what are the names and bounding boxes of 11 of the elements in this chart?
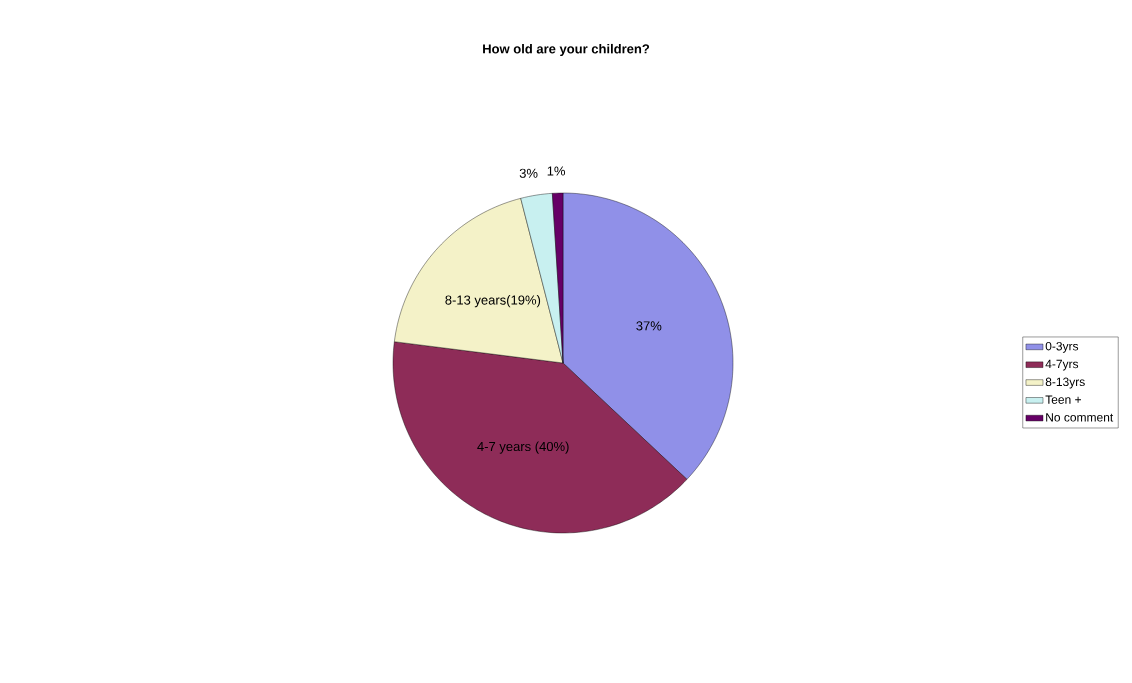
legend-label: No comment <box>1046 413 1114 422</box>
data-label: 1% <box>547 166 566 176</box>
legend-label: 8-13yrs <box>1045 377 1085 389</box>
legend-label: 0-3yrs <box>1045 341 1079 353</box>
legend-label: 4-7yrs <box>1045 359 1079 371</box>
data-label: 4-7 years (40%) <box>477 441 569 454</box>
data-label: 8-13 years(19%) <box>445 295 541 308</box>
data-label: 3% <box>519 168 538 178</box>
chart-title: How old are your children? <box>483 43 650 57</box>
data-label: 37% <box>636 321 662 331</box>
legend-label: Teen + <box>1045 395 1081 404</box>
